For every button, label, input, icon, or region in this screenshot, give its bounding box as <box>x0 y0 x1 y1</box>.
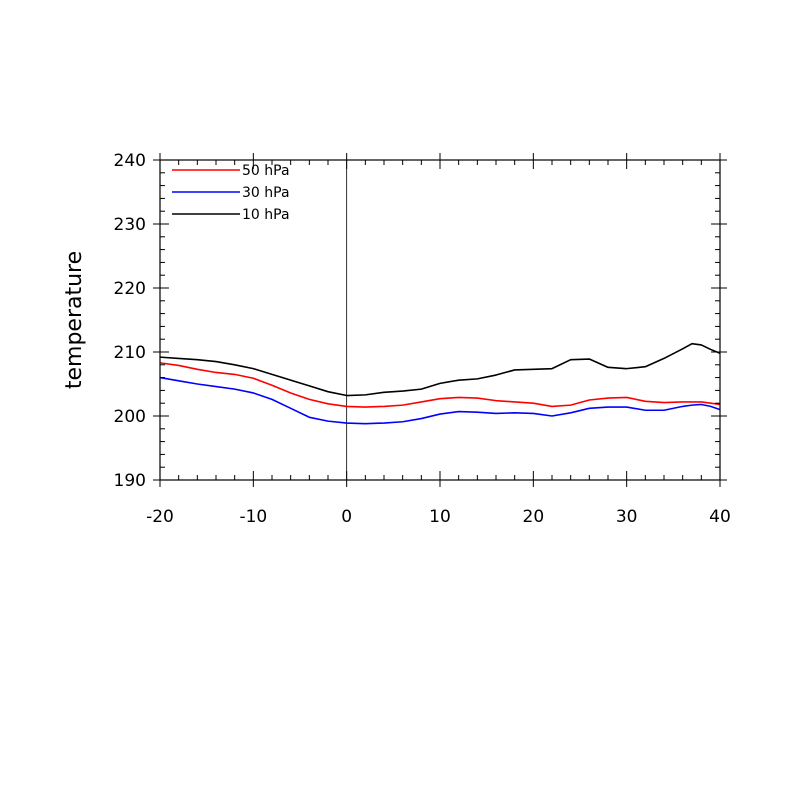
x-tick-label: 10 <box>429 507 451 527</box>
y-tick-label: 200 <box>114 407 146 427</box>
x-tick-label: -10 <box>239 507 267 527</box>
y-tick-label: 190 <box>114 471 146 491</box>
series-line-10-hpa <box>159 342 721 397</box>
legend-label-30-hpa: 30 hPa <box>242 185 290 201</box>
x-tick-label: -20 <box>146 507 174 527</box>
x-tick-label: 30 <box>616 507 638 527</box>
legend-label-10-hpa: 10 hPa <box>242 207 290 223</box>
y-axis-title: temperature <box>62 251 87 389</box>
x-tick-label: 20 <box>523 507 545 527</box>
x-tick-label: 0 <box>341 507 352 527</box>
y-tick-label: 220 <box>114 279 146 299</box>
y-tick-label: 210 <box>114 343 146 363</box>
legend-label-50-hpa: 50 hPa <box>242 163 290 179</box>
y-tick-label: 240 <box>114 151 146 171</box>
legend: 50 hPa 30 hPa 10 hPa <box>172 163 290 223</box>
x-tick-label: 40 <box>709 507 731 527</box>
y-tick-label: 230 <box>114 215 146 235</box>
series-line-50-hpa <box>159 362 721 408</box>
series-group <box>159 160 721 480</box>
series-line-30-hpa <box>159 376 721 425</box>
axes-group: -20 -10 0 10 20 30 40 190 200 210 220 230 240 tempera… <box>62 151 731 527</box>
